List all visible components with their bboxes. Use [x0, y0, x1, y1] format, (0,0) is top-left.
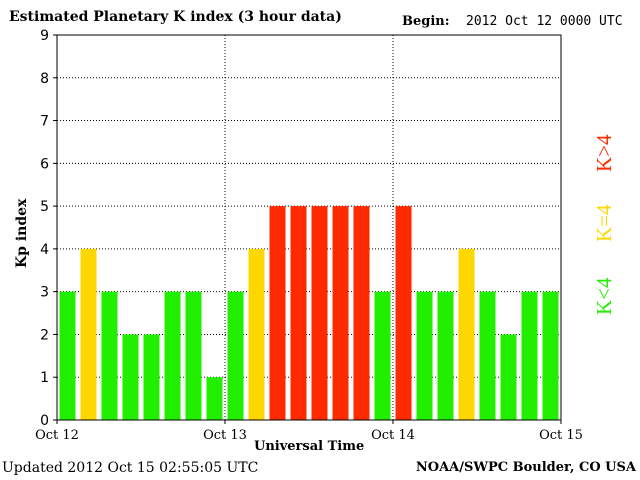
kp-bar	[416, 291, 433, 420]
y-tick-label: 2	[40, 327, 49, 343]
x-axis-label: Universal Time	[254, 439, 365, 454]
y-tick-label: 4	[40, 242, 49, 258]
kp-bar	[164, 291, 181, 420]
x-tick-label: Oct 13	[203, 428, 247, 443]
y-tick-label: 1	[40, 370, 49, 386]
y-tick-label: 7	[40, 114, 49, 130]
y-tick-label: 6	[40, 156, 49, 172]
kp-bar	[101, 291, 118, 420]
x-tick-label: Oct 15	[539, 428, 583, 443]
kp-bar	[458, 248, 475, 420]
x-tick-label: Oct 12	[35, 428, 79, 443]
kp-bar	[500, 334, 517, 420]
kp-bar	[143, 334, 160, 420]
y-tick-label: 8	[40, 71, 49, 87]
kp-bar	[332, 206, 349, 420]
kp-bar	[395, 206, 412, 420]
kp-bar	[80, 248, 97, 420]
kp-bar	[290, 206, 307, 420]
x-tick-label: Oct 14	[371, 428, 415, 443]
y-tick-label: 5	[40, 199, 49, 215]
kp-bar	[353, 206, 370, 420]
kp-bar	[59, 291, 76, 420]
y-tick-label: 0	[40, 413, 49, 429]
legend-k-greater-4: K>4	[592, 134, 616, 172]
begin-label: Begin:	[402, 14, 450, 29]
kp-bar	[185, 291, 202, 420]
kp-bar	[206, 377, 223, 420]
kp-bar	[269, 206, 286, 420]
y-tick-label: 3	[40, 285, 49, 301]
plot-border	[56, 34, 562, 421]
plot-area	[57, 35, 561, 420]
y-tick-label: 9	[40, 28, 49, 44]
kp-bar	[542, 291, 559, 420]
chart-title: Estimated Planetary K index (3 hour data…	[9, 9, 342, 25]
begin-value: 2012 Oct 12 0000 UTC	[466, 14, 623, 29]
kp-bar	[122, 334, 139, 420]
kp-bar	[311, 206, 328, 420]
source-credit: NOAA/SWPC Boulder, CO USA	[415, 460, 636, 475]
kp-bar	[521, 291, 538, 420]
kp-bar	[374, 291, 391, 420]
legend-k-less-4: K<4	[592, 277, 616, 315]
kp-bar	[248, 248, 265, 420]
legend-k-equal-4: K=4	[592, 204, 616, 242]
kp-bar	[479, 291, 496, 420]
updated-timestamp: Updated 2012 Oct 15 02:55:05 UTC	[2, 460, 259, 476]
kp-bar	[437, 291, 454, 420]
kp-bar	[227, 291, 244, 420]
y-axis-label: Kp index	[14, 198, 30, 268]
